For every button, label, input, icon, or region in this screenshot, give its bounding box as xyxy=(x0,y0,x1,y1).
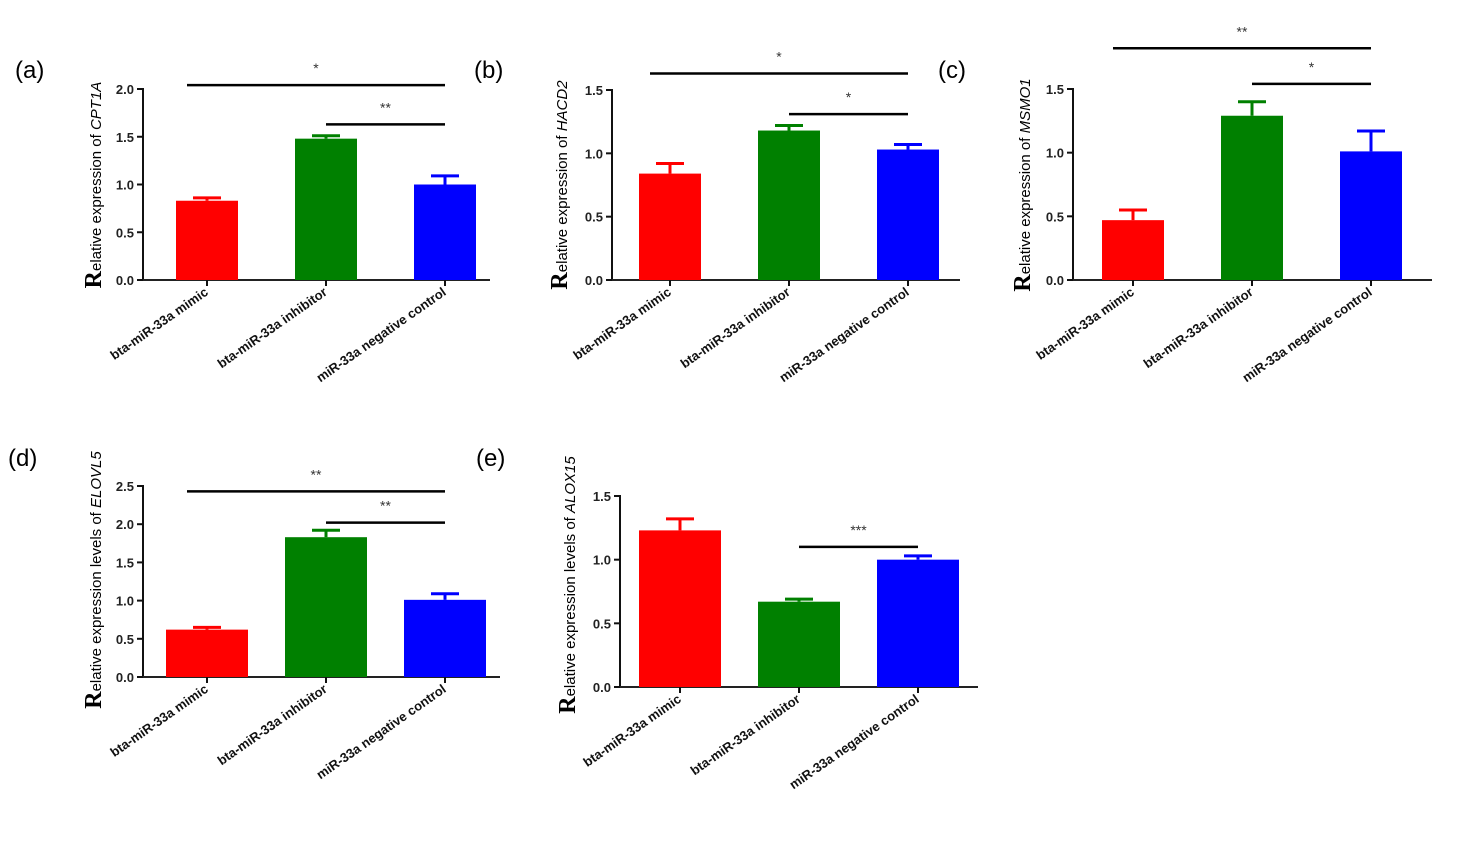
x-category-label: bta-miR-33a mimic xyxy=(570,284,673,363)
y-tick-label: 0.0 xyxy=(116,670,134,685)
bar-mimic xyxy=(1102,220,1164,280)
y-tick-label: 1.0 xyxy=(593,553,611,568)
bar-mimic xyxy=(639,530,721,687)
x-category-label: miR-33a negative control xyxy=(786,691,921,792)
y-tick-label: 0.5 xyxy=(593,616,611,631)
bar-inhibitor xyxy=(1221,115,1283,281)
bar-mimic xyxy=(166,629,248,677)
x-category-label: bta-miR-33a inhibitor xyxy=(215,681,330,768)
y-tick-label: 1.5 xyxy=(1046,82,1064,97)
significance-label: * xyxy=(1309,59,1315,75)
x-category-label: bta-miR-33a inhibitor xyxy=(215,284,330,371)
y-axis-label-text: elative expression of xyxy=(88,130,105,271)
significance-label: * xyxy=(846,89,852,105)
y-axis-label-gene: MSMO1 xyxy=(1017,78,1034,133)
y-tick-label: 0.5 xyxy=(116,632,134,647)
significance-label: *** xyxy=(850,522,867,538)
x-category-label: miR-33a negative control xyxy=(313,284,448,385)
y-axis-label-text: elative expression of xyxy=(1017,133,1034,274)
bar-negative-control xyxy=(414,184,476,280)
y-tick-label: 0.0 xyxy=(1046,273,1064,288)
y-tick-label: 1.5 xyxy=(585,83,603,98)
y-tick-label: 0.5 xyxy=(116,225,134,240)
x-category-label: miR-33a negative control xyxy=(776,284,911,385)
y-axis-label-initial: R xyxy=(547,272,573,290)
significance-label: * xyxy=(313,60,319,76)
y-axis-label-initial: R xyxy=(1010,274,1036,292)
y-tick-label: 0.5 xyxy=(1046,209,1064,224)
y-tick-label: 2.0 xyxy=(116,517,134,532)
y-tick-label: 1.0 xyxy=(1046,146,1064,161)
panel-d: (d) 0.0 0.5 1.0 1.5 2.0 2.5 Relative expression… xyxy=(8,445,500,782)
bar-mimic xyxy=(176,200,238,280)
x-category-label: miR-33a negative control xyxy=(1239,284,1374,385)
panel-c: (c) 0.0 0.5 1.0 1.5 Relative expression of MS… xyxy=(938,23,1432,385)
y-tick-label: 1.0 xyxy=(585,146,603,161)
bar-inhibitor xyxy=(295,138,357,280)
panel-label: (b) xyxy=(474,57,503,84)
bar-mimic xyxy=(639,173,701,280)
y-tick-label: 2.0 xyxy=(116,82,134,97)
y-tick-label: 2.5 xyxy=(116,479,134,494)
y-tick-label: 0.0 xyxy=(585,273,603,288)
x-category-label: bta-miR-33a mimic xyxy=(580,691,683,770)
bar-negative-control xyxy=(877,149,939,280)
panel-a: (a) 0.0 0.5 1.0 1.5 2.0 Relative expression of… xyxy=(15,57,490,385)
x-category-label: bta-miR-33a mimic xyxy=(107,284,210,363)
y-axis-label-initial: R xyxy=(555,696,581,714)
panel-label: (e) xyxy=(476,445,505,472)
x-category-label: bta-miR-33a mimic xyxy=(107,681,210,760)
significance-label: ** xyxy=(311,466,322,482)
y-tick-label: 1.5 xyxy=(116,130,134,145)
y-axis-label-text: elative expression of xyxy=(554,131,571,272)
y-axis-label-initial: R xyxy=(81,270,107,288)
x-category-label: bta-miR-33a inhibitor xyxy=(678,284,793,371)
panel-e: (e) 0.0 0.5 1.0 1.5 Relative expression level… xyxy=(476,445,978,792)
y-tick-label: 1.5 xyxy=(116,555,134,570)
significance-label: * xyxy=(776,49,782,65)
y-tick-label: 0.0 xyxy=(116,273,134,288)
bar-negative-control xyxy=(1340,151,1402,280)
panel-label: (a) xyxy=(15,57,44,84)
bar-negative-control xyxy=(877,559,959,687)
x-category-label: miR-33a negative control xyxy=(313,681,448,782)
panel-label: (c) xyxy=(938,57,966,84)
y-axis-label-initial: R xyxy=(81,691,107,709)
y-axis-label: Relative expression of MSMO1 xyxy=(1010,78,1036,291)
bar-inhibitor xyxy=(285,537,367,677)
y-axis-label-gene: ELOVL5 xyxy=(88,451,105,508)
y-tick-label: 0.0 xyxy=(593,680,611,695)
x-category-label: bta-miR-33a inhibitor xyxy=(688,691,803,778)
significance-label: ** xyxy=(1237,23,1248,39)
y-tick-label: 1.0 xyxy=(116,178,134,193)
y-axis-label-gene: CPT1A xyxy=(88,82,105,130)
panel-label: (d) xyxy=(8,445,37,472)
y-axis-label-gene: ALOX15 xyxy=(562,456,579,514)
y-axis-label-text: elative expression levels of xyxy=(88,508,105,691)
y-axis-label: Relative expression of CPT1A xyxy=(81,82,107,289)
bar-inhibitor xyxy=(758,601,840,687)
significance-label: ** xyxy=(380,99,391,115)
bar-inhibitor xyxy=(758,130,820,280)
y-axis-label: Relative expression levels of ALOX15 xyxy=(555,456,581,714)
x-category-label: bta-miR-33a inhibitor xyxy=(1141,284,1256,371)
x-category-label: bta-miR-33a mimic xyxy=(1033,284,1136,363)
significance-label: ** xyxy=(380,498,391,514)
y-tick-label: 1.5 xyxy=(593,489,611,504)
panel-b: (b) 0.0 0.5 1.0 1.5 Relative expression of HA… xyxy=(474,49,960,385)
y-axis-label-gene: HACD2 xyxy=(554,80,571,132)
y-axis-label: Relative expression levels of ELOVL5 xyxy=(81,451,107,709)
y-axis-label: Relative expression of HACD2 xyxy=(547,80,573,290)
y-axis-label-text: elative expression levels of xyxy=(562,513,579,696)
bar-negative-control xyxy=(404,599,486,677)
y-tick-label: 0.5 xyxy=(585,210,603,225)
y-tick-label: 1.0 xyxy=(116,594,134,609)
